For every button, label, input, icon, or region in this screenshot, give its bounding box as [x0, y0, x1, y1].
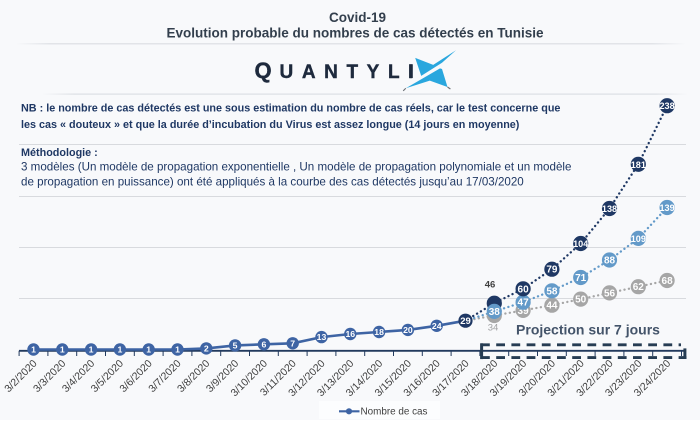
svg-text:68: 68 [662, 276, 674, 287]
svg-text:Projection sur 7 jours: Projection sur 7 jours [516, 322, 660, 338]
svg-text:1: 1 [89, 345, 94, 355]
svg-text:Covid-19: Covid-19 [329, 10, 386, 25]
svg-text:29: 29 [460, 316, 471, 327]
svg-text:Nombre de cas: Nombre de cas [361, 407, 428, 418]
svg-text:20: 20 [403, 325, 413, 335]
svg-text:44: 44 [546, 301, 558, 312]
svg-text:UANTYLI: UANTYLI [280, 62, 423, 83]
svg-text:39: 39 [518, 306, 530, 317]
svg-text:Q: Q [255, 58, 272, 83]
svg-text:1: 1 [31, 345, 36, 355]
svg-text:104: 104 [573, 239, 589, 249]
svg-text:18: 18 [374, 327, 384, 337]
svg-text:46: 46 [485, 280, 496, 291]
svg-text:Méthodologie :: Méthodologie : [21, 147, 98, 159]
svg-text:238: 238 [660, 101, 675, 111]
svg-text:88: 88 [604, 256, 616, 267]
svg-text:58: 58 [546, 286, 558, 297]
svg-text:47: 47 [518, 298, 530, 309]
svg-text:1: 1 [60, 345, 65, 355]
svg-text:16: 16 [345, 329, 355, 339]
svg-text:de propagation en puissance) o: de propagation en puissance) ont été app… [21, 176, 524, 189]
svg-text:les cas « douteux » et que la: les cas « douteux » et que la durée d’in… [21, 119, 520, 131]
svg-text:50: 50 [575, 295, 587, 306]
svg-text:7: 7 [290, 338, 295, 348]
svg-text:181: 181 [631, 160, 646, 170]
svg-text:62: 62 [633, 282, 645, 293]
svg-text:2: 2 [204, 344, 209, 354]
svg-text:1: 1 [117, 345, 122, 355]
svg-text:13: 13 [317, 332, 327, 342]
svg-text:79: 79 [546, 265, 558, 276]
svg-text:139: 139 [660, 203, 675, 213]
svg-text:56: 56 [604, 288, 616, 299]
svg-text:5: 5 [233, 341, 238, 351]
svg-text:3 modèles (Un modèle de propag: 3 modèles (Un modèle de propagation expo… [21, 161, 571, 174]
svg-text:71: 71 [575, 273, 587, 284]
svg-text:NB : le nombre de cas détectés: NB : le nombre de cas détectés est une s… [21, 103, 560, 115]
svg-text:138: 138 [602, 204, 617, 214]
svg-text:6: 6 [261, 339, 266, 349]
svg-text:60: 60 [518, 284, 530, 295]
svg-text:109: 109 [631, 234, 646, 244]
svg-text:1: 1 [146, 345, 151, 355]
svg-text:34: 34 [488, 323, 499, 334]
svg-text:24: 24 [432, 321, 442, 331]
svg-text:38: 38 [489, 307, 501, 318]
svg-text:1: 1 [175, 345, 180, 355]
svg-text:Evolution probable du nombres: Evolution probable du nombres de cas dét… [166, 26, 544, 41]
